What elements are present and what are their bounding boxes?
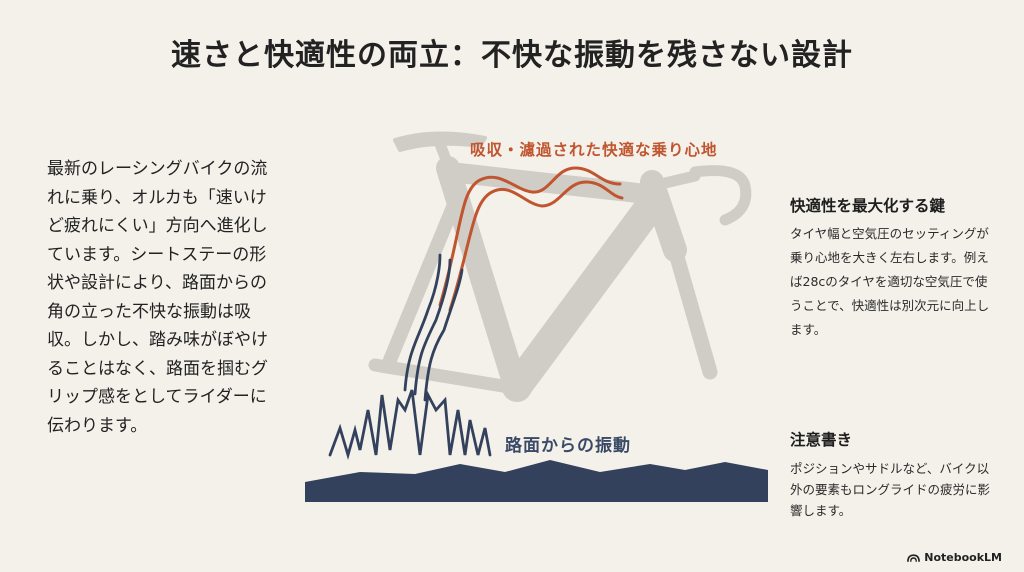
- vibration-wave: [413, 258, 452, 396]
- notebooklm-logo-icon: [907, 553, 921, 562]
- chain-stay: [368, 358, 522, 395]
- comfort-key-heading: 快適性を最大化する鍵: [790, 197, 946, 215]
- footer-brand-text: NotebookLM: [924, 551, 1002, 564]
- note-block: 注意書き ポジションやサドルなど、バイク以外の要素もロングライドの疲労に影響しま…: [790, 428, 990, 521]
- absorbed-comfort-waves: [438, 166, 624, 312]
- vibration-diagram: [305, 131, 768, 502]
- footer-brand: NotebookLM: [907, 551, 1002, 564]
- stem: [646, 170, 701, 192]
- bottom-bracket: [502, 372, 532, 402]
- absorbed-comfort-label: 吸収・濾過された快適な乗り心地: [470, 141, 718, 159]
- comfort-key-block: 快適性を最大化する鍵 タイヤ幅と空気圧のセッティングが乗り心地を大きく左右します…: [790, 194, 990, 342]
- fork: [667, 242, 718, 380]
- note-heading: 注意書き: [790, 431, 853, 449]
- page-title: 速さと快適性の両立：不快な振動を残さない設計: [171, 38, 853, 73]
- down-tube: [503, 185, 670, 400]
- seat-stay: [383, 183, 467, 367]
- comfort-key-body: タイヤ幅と空気圧のセッティングが乗り心地を大きく左右します。例えば28cのタイヤ…: [790, 226, 990, 337]
- head-tube: [640, 170, 687, 262]
- vibration-wave: [423, 268, 464, 402]
- vibration-wave: [328, 389, 492, 461]
- road-surface: [305, 460, 768, 502]
- comfort-wave: [448, 180, 624, 312]
- road-vibration-label: 路面からの振動: [505, 436, 631, 456]
- top-tube: [440, 162, 665, 205]
- description-text: 最新のレーシングバイクの流れに乗り、オルカも「速いけど疲れにくい」方向へ進化して…: [47, 159, 268, 436]
- vibration-wave: [403, 253, 442, 392]
- vibration-waves: [328, 253, 492, 461]
- bicycle-frame-icon: [368, 131, 752, 402]
- note-body: ポジションやサドルなど、バイク以外の要素もロングライドの疲労に影響します。: [790, 461, 991, 518]
- comfort-wave: [438, 166, 622, 307]
- handlebar: [689, 165, 752, 226]
